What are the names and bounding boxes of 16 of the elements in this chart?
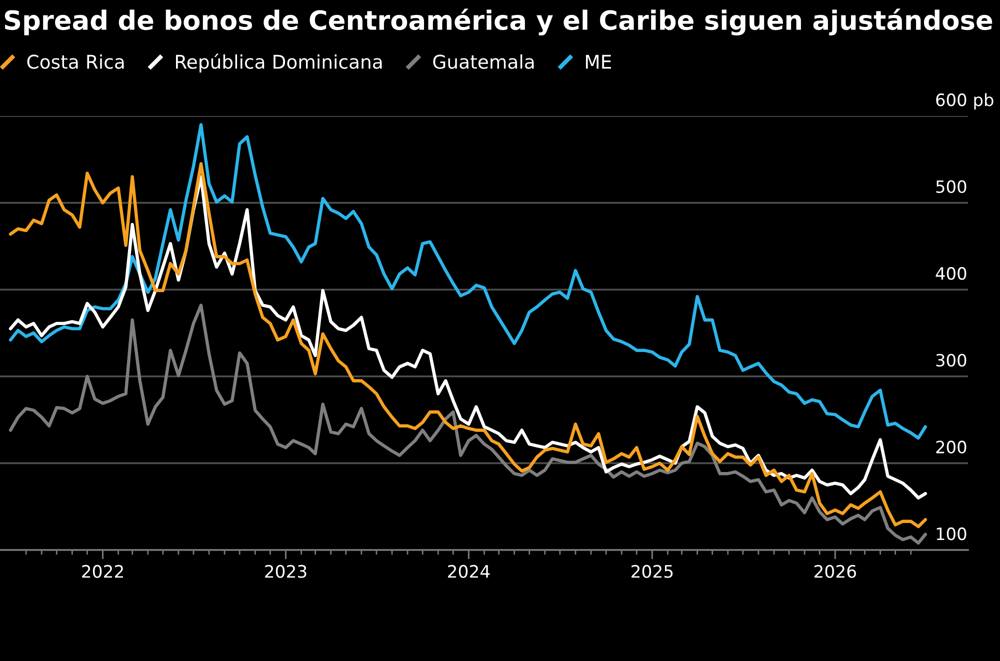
x-tick-label: 2026: [814, 564, 856, 578]
x-tick-label: 2022: [82, 564, 123, 578]
legend-label: República Dominicana: [176, 54, 382, 72]
y-tick-label: 600 pb: [936, 93, 994, 110]
y-tick-label: 300: [936, 354, 966, 367]
chart-title: Spread de bonos de Centroamérica y el Caribe siguen ajustándose: [4, 8, 992, 36]
y-tick-label: 500: [936, 180, 966, 194]
legend-label: ME: [586, 54, 611, 69]
legend-label: Costa Rica: [27, 54, 124, 69]
x-tick-label: 2023: [265, 564, 306, 578]
legend-label: Guatemala: [433, 54, 534, 69]
y-tick-label: 200: [936, 440, 966, 454]
x-tick-label: 2024: [448, 564, 490, 578]
x-tick-label: 2025: [632, 564, 673, 578]
y-tick-label: 100: [936, 527, 966, 540]
y-tick-label: 400: [936, 267, 966, 280]
